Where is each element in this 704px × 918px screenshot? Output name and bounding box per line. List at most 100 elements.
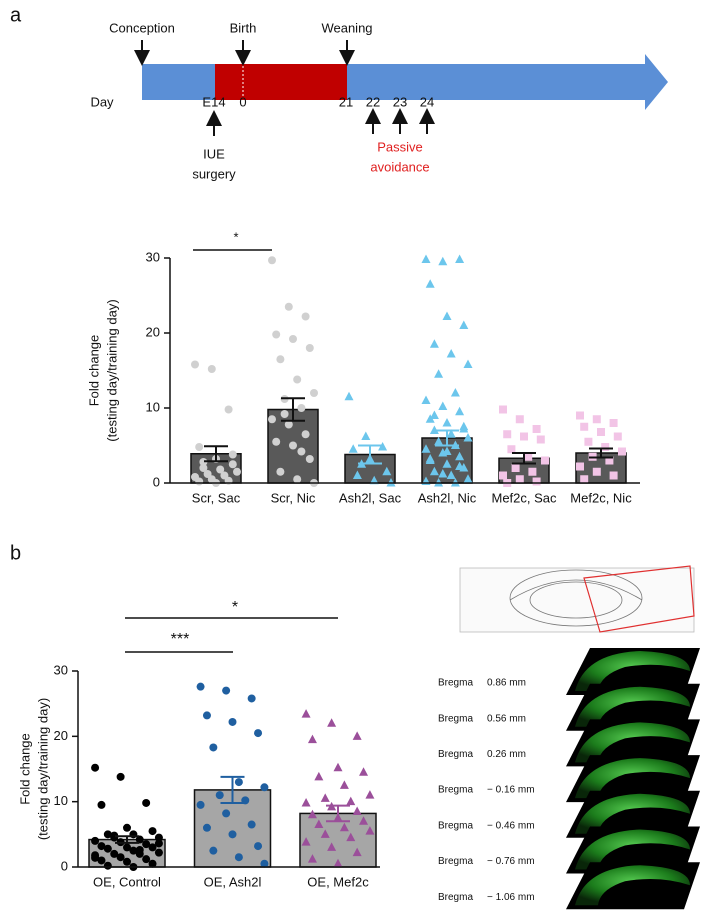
data-point [320, 793, 330, 802]
data-point [429, 410, 439, 419]
data-point [442, 446, 452, 455]
data-point [272, 437, 281, 446]
data-point [425, 279, 435, 288]
day: 22 [366, 94, 380, 109]
data-point [154, 848, 163, 857]
data-point [442, 311, 452, 320]
data-point [216, 465, 225, 474]
x-tick-label: Ash2l, Sac [339, 490, 402, 505]
data-point [215, 791, 224, 800]
section-fluorescence [575, 829, 690, 870]
data-point [280, 410, 289, 418]
data-point [333, 762, 343, 772]
data-point [541, 456, 549, 465]
data-point [327, 842, 337, 851]
prenatal-segment [215, 64, 347, 100]
section-fluorescence [575, 686, 690, 727]
data-point [154, 833, 163, 842]
data-point [260, 783, 269, 792]
data-point [434, 436, 444, 446]
data-point [429, 425, 439, 434]
data-point [601, 443, 610, 451]
error-bar [435, 429, 459, 447]
data-point [234, 853, 243, 862]
y-tick-label: 20 [146, 324, 160, 339]
data-point [352, 847, 362, 857]
data-point [503, 430, 512, 439]
day-label: Day [90, 94, 114, 109]
data-point [592, 415, 601, 424]
sig-label: *** [171, 631, 190, 648]
bregma-label: Bregma [438, 678, 473, 689]
error-bar [358, 444, 382, 465]
data-point [592, 467, 601, 476]
atlas [459, 565, 695, 633]
panel-label: a [10, 4, 22, 26]
data-point [346, 796, 356, 806]
y-axis-label: Fold change [86, 335, 101, 407]
data-point [301, 312, 310, 321]
data-point [195, 477, 204, 486]
data-point [455, 451, 465, 461]
data-point [228, 460, 237, 469]
data-point [576, 411, 584, 420]
error-bar [326, 804, 350, 823]
y-tick-label: 0 [153, 474, 160, 489]
panel-label: b [10, 542, 21, 564]
data-point [123, 857, 131, 866]
bregma-level: − 0.76 mm [487, 856, 535, 867]
data-point [103, 844, 112, 853]
data-point [209, 743, 218, 752]
data-point [524, 452, 533, 461]
data-point [272, 330, 281, 339]
data-point [320, 829, 330, 838]
data-point [613, 432, 622, 441]
x-tick-label: Mef2c, Nic [570, 490, 632, 505]
data-point [307, 854, 317, 863]
y-tick-label: 30 [146, 249, 160, 264]
data-point [97, 800, 106, 809]
y-axis-label: (testing day/training day) [35, 698, 50, 840]
data-point [307, 734, 317, 744]
event-label: Weaning [321, 20, 372, 35]
error-bar [281, 397, 305, 422]
data-point [284, 302, 293, 311]
bregma-level: − 1.06 mm [487, 892, 535, 903]
data-point [148, 859, 157, 868]
bregma-level: 0.86 mm [487, 678, 526, 689]
data-point [91, 836, 100, 845]
data-point [450, 388, 460, 397]
day: E14 [202, 94, 225, 109]
data-point [346, 832, 356, 842]
data-point [297, 447, 306, 456]
data-point [91, 763, 100, 772]
data-point [455, 406, 465, 416]
day: 23 [393, 94, 407, 109]
data-point [135, 835, 144, 844]
data-point [123, 843, 131, 852]
data-point [459, 424, 469, 433]
data-point [446, 429, 456, 438]
data-point [199, 458, 208, 466]
section-fluorescence [575, 722, 690, 763]
data-point [421, 444, 431, 453]
error-bar [220, 775, 245, 804]
y-tick-label: 20 [54, 728, 68, 743]
bregma-label: Bregma [438, 713, 473, 724]
data-point [438, 469, 448, 478]
data-point [293, 475, 302, 484]
data-point [520, 432, 528, 441]
data-point [289, 335, 297, 343]
data-point [129, 846, 138, 855]
data-point [339, 822, 349, 832]
data-point [609, 419, 618, 427]
data-point [196, 682, 205, 691]
event-label: Birth [230, 20, 257, 35]
data-point [511, 464, 520, 472]
data-point [455, 461, 465, 470]
data-point [305, 344, 314, 352]
data-point [148, 827, 157, 836]
data-point [463, 433, 473, 442]
data-point [434, 369, 444, 378]
